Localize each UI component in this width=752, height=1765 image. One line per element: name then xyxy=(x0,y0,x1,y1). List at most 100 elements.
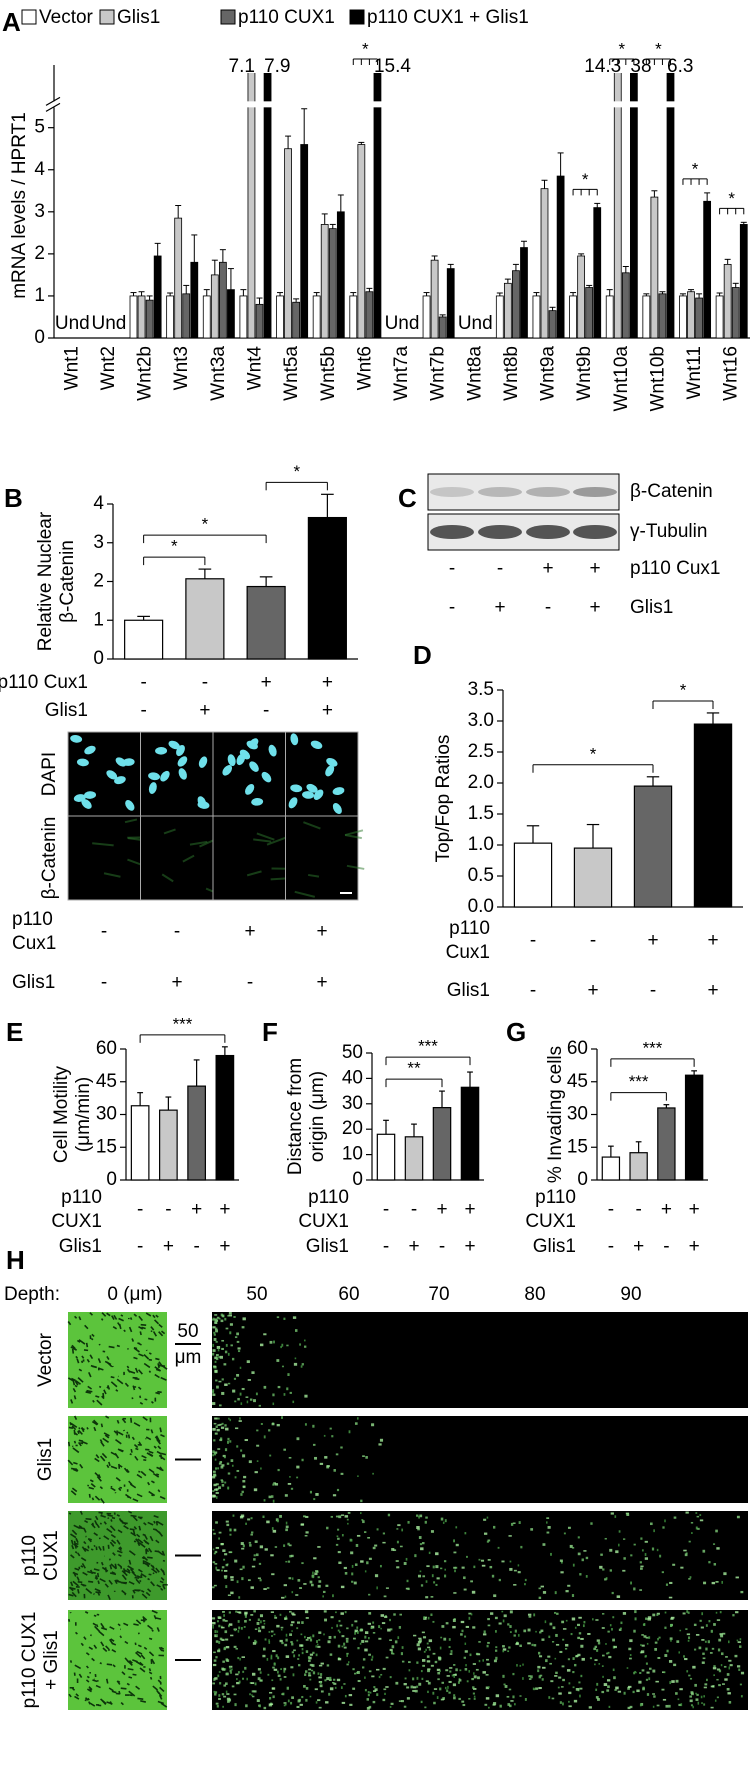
speckle xyxy=(597,1641,601,1645)
speckle xyxy=(461,1629,464,1633)
speckle xyxy=(124,1569,131,1574)
speckle xyxy=(367,1691,370,1694)
speckle xyxy=(699,1619,702,1622)
speckle xyxy=(138,1441,142,1446)
speckle xyxy=(267,1673,270,1676)
speckle xyxy=(670,1617,674,1620)
speckle xyxy=(350,1539,353,1542)
speckle xyxy=(657,1637,659,1641)
speckle xyxy=(157,1550,164,1556)
speckle xyxy=(439,1670,441,1672)
speckle xyxy=(484,1703,488,1706)
speckle xyxy=(728,1701,732,1704)
speckle xyxy=(356,1534,361,1537)
condition-mark: + xyxy=(219,1236,230,1257)
condition-mark: - xyxy=(663,1236,669,1257)
speckle xyxy=(288,1577,292,1580)
speckle xyxy=(86,1358,90,1363)
y-tick-label: 45 xyxy=(96,1071,117,1092)
speckle xyxy=(407,1521,410,1524)
speckle xyxy=(237,1611,241,1614)
sig-label: * xyxy=(202,515,209,534)
speckle xyxy=(501,1560,505,1563)
bar xyxy=(336,211,345,339)
speckle xyxy=(376,1528,379,1531)
speckle xyxy=(130,1448,133,1453)
speckle xyxy=(465,1625,470,1628)
speckle xyxy=(109,1541,115,1547)
speckle xyxy=(222,1660,225,1663)
speckle xyxy=(506,1695,510,1698)
speckle xyxy=(351,1572,354,1576)
speckle xyxy=(401,1660,405,1663)
speckle xyxy=(379,1564,382,1568)
speckle xyxy=(297,1658,300,1660)
speckle xyxy=(297,1579,301,1582)
blot-band xyxy=(478,525,522,539)
speckle xyxy=(127,1660,133,1666)
bar xyxy=(605,295,614,339)
legend-label: Glis1 xyxy=(117,7,160,28)
speckle xyxy=(71,1348,75,1354)
speckle xyxy=(110,1638,115,1642)
speckle xyxy=(424,1706,427,1709)
speckle xyxy=(630,1554,633,1557)
sig-label: * xyxy=(655,39,662,58)
speckle xyxy=(155,1539,160,1544)
blot-band xyxy=(478,487,522,497)
speckle xyxy=(502,1674,505,1678)
speckle xyxy=(705,1624,708,1627)
nucleus xyxy=(290,733,299,746)
speckle xyxy=(583,1550,587,1552)
speckle xyxy=(242,1485,246,1488)
speckle xyxy=(420,1547,424,1551)
speckle xyxy=(364,1676,366,1679)
speckle xyxy=(560,1686,564,1688)
speckle xyxy=(589,1657,592,1660)
speckle xyxy=(416,1643,420,1647)
legend-label: p110 CUX1 xyxy=(238,7,335,28)
speckle xyxy=(262,1515,265,1519)
speckle xyxy=(129,1483,137,1489)
speckle xyxy=(480,1559,485,1562)
speckle xyxy=(528,1678,532,1680)
speckle xyxy=(668,1704,671,1708)
speckle xyxy=(309,1490,312,1494)
speckle xyxy=(310,1669,314,1672)
speckle xyxy=(330,1616,334,1619)
speckle xyxy=(290,1623,293,1627)
bar xyxy=(187,1085,206,1181)
speckle xyxy=(70,1533,77,1539)
speckle xyxy=(272,1483,275,1486)
speckle xyxy=(389,1705,392,1708)
y-tick-label: 0 xyxy=(106,1169,117,1190)
bar xyxy=(613,73,622,339)
speckle xyxy=(435,1565,439,1569)
speckle xyxy=(276,1670,279,1674)
speckle xyxy=(101,1627,108,1631)
speckle xyxy=(115,1438,122,1445)
speckle xyxy=(335,1543,339,1546)
speckle xyxy=(368,1705,372,1709)
speckle xyxy=(111,1539,117,1545)
speckle xyxy=(607,1651,610,1654)
speckle xyxy=(286,1344,289,1347)
speckle xyxy=(111,1315,115,1320)
speckle xyxy=(118,1553,122,1557)
speckle xyxy=(85,1665,89,1669)
speckle xyxy=(420,1584,424,1587)
scale-bar-label: μm xyxy=(175,1347,202,1368)
speckle xyxy=(241,1490,244,1494)
nucleus xyxy=(332,802,342,814)
speckle xyxy=(216,1357,219,1361)
speckle xyxy=(218,1640,221,1644)
speckle xyxy=(634,1617,637,1621)
speckle xyxy=(259,1614,264,1618)
blot-band xyxy=(430,525,474,539)
speckle xyxy=(215,1341,218,1343)
speckle xyxy=(705,1647,708,1651)
speckle xyxy=(155,1357,160,1361)
speckle xyxy=(395,1681,399,1685)
speckle xyxy=(344,1611,347,1614)
speckle xyxy=(478,1558,481,1561)
